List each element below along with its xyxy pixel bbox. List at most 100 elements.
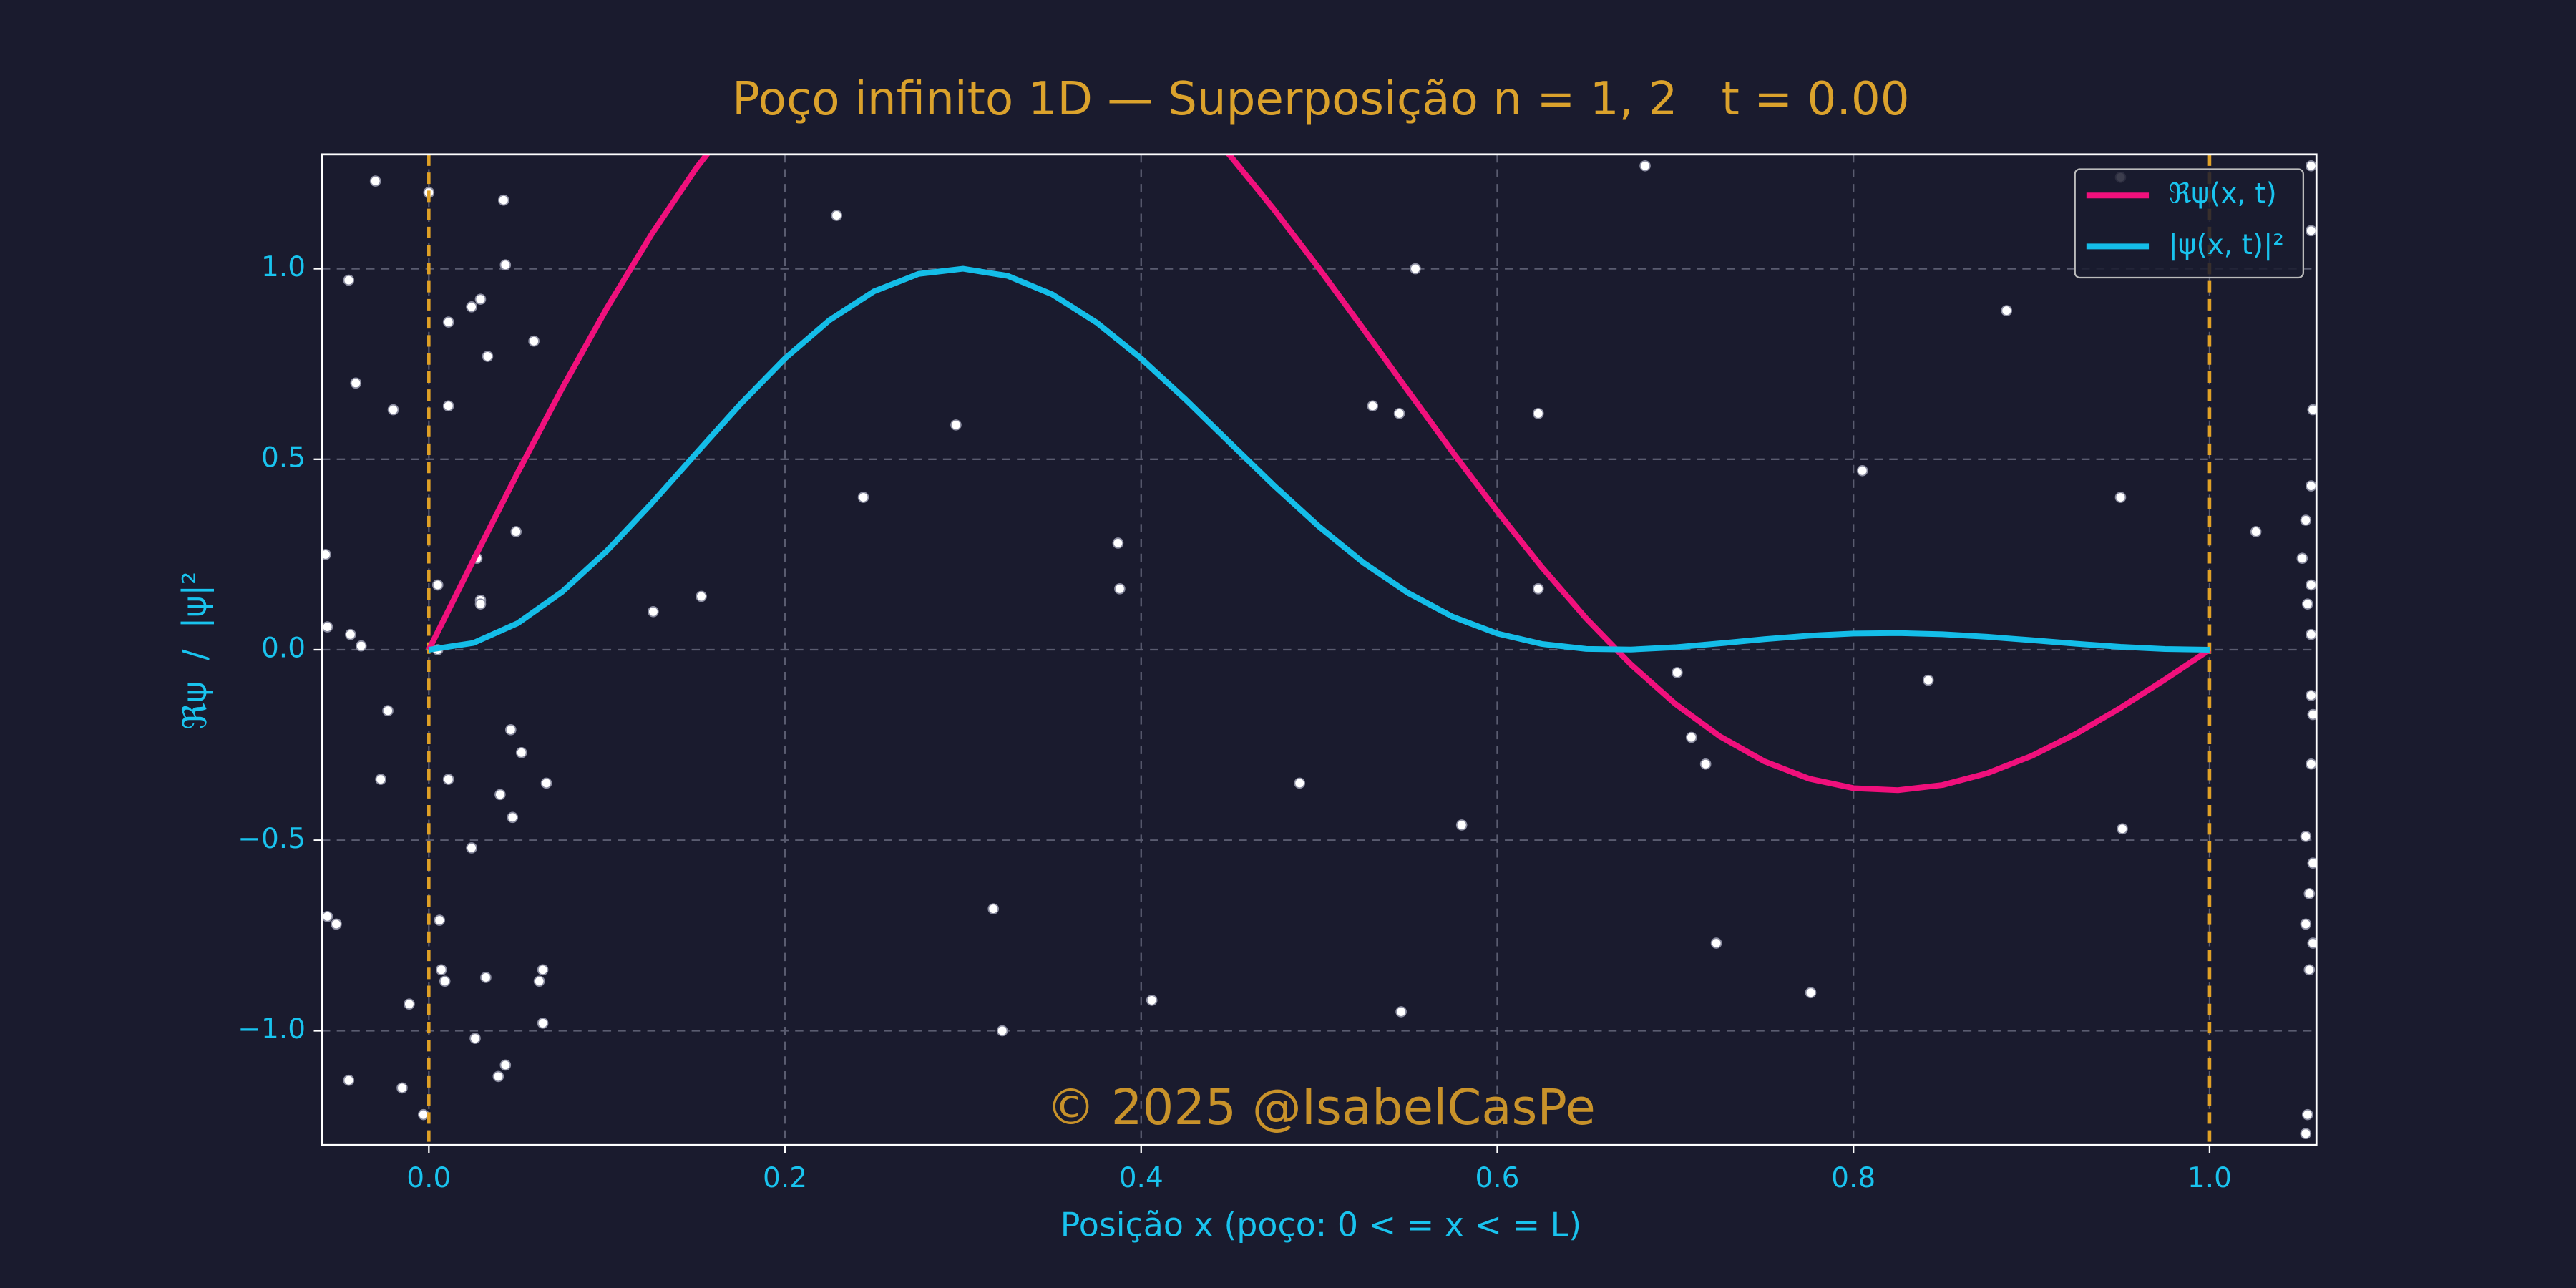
- particle: [322, 621, 333, 633]
- overlay: 0.0 0.2 0.4 0.6 0.8 1.0 −1.0 −0.5 0.0 0.5 1.0 © 202…: [238, 168, 2305, 1194]
- y-tick-label: 0.5: [261, 441, 306, 474]
- particle: [431, 579, 444, 591]
- particle: [504, 724, 517, 736]
- particle: [418, 1108, 429, 1121]
- x-tick-label: 1.0: [2187, 1162, 2232, 1194]
- particle: [435, 964, 447, 976]
- particle: [2303, 888, 2316, 899]
- x-tick-label: 0.0: [406, 1162, 451, 1194]
- particle: [375, 774, 386, 785]
- chart-title: Poço infinito 1D — Superposição n = 1, 2…: [732, 72, 1910, 126]
- legend-label: ℜψ(x, t): [2169, 178, 2277, 210]
- particle: [1410, 263, 1421, 275]
- particle: [2305, 225, 2317, 237]
- x-axis-label: Posição x (poço: 0 < = x < = L): [1060, 1206, 1581, 1244]
- particle: [1856, 464, 1868, 477]
- particle: [482, 351, 494, 362]
- particle: [507, 811, 519, 824]
- particle: [498, 194, 509, 206]
- particle: [831, 210, 843, 221]
- particle: [345, 628, 356, 640]
- particle: [2307, 708, 2317, 721]
- particle: [2305, 480, 2317, 492]
- particle: [442, 774, 454, 785]
- particle: [1685, 731, 1697, 743]
- plot-content: [322, 154, 2317, 1146]
- particle: [499, 1059, 512, 1071]
- y-tick-label: 1.0: [261, 251, 306, 283]
- particle: [2305, 628, 2317, 640]
- particle: [2001, 305, 2013, 316]
- particle: [1532, 583, 1544, 595]
- particle: [1922, 674, 1934, 686]
- particle: [1146, 995, 1158, 1006]
- particle: [1710, 937, 1722, 949]
- particle: [474, 293, 487, 305]
- particle: [2303, 964, 2316, 976]
- particle: [2296, 552, 2308, 565]
- particle: [404, 998, 415, 1010]
- particle: [2301, 1108, 2313, 1121]
- particle: [499, 259, 512, 271]
- particle: [1805, 987, 1817, 999]
- particle: [355, 640, 367, 652]
- watermark: © 2025 @IsabelCasPe: [1046, 1079, 1596, 1136]
- particle: [343, 1074, 355, 1086]
- legend-label: |ψ(x, t)|²: [2169, 229, 2284, 261]
- particle: [387, 404, 399, 416]
- particle: [2305, 160, 2317, 172]
- particle: [2117, 823, 2128, 835]
- particle: [537, 964, 549, 976]
- y-axis-label: ℜψ / |ψ|²: [175, 572, 215, 730]
- particle: [396, 1082, 408, 1094]
- particle: [950, 419, 962, 431]
- x-tick-label: 0.6: [1475, 1162, 1519, 1194]
- particle: [2250, 526, 2262, 537]
- particle: [1112, 537, 1124, 549]
- particle: [2307, 937, 2317, 949]
- particle: [2305, 758, 2317, 770]
- particle: [343, 274, 355, 286]
- particle: [2300, 514, 2312, 526]
- particle: [469, 1033, 481, 1044]
- x-tick-label: 0.4: [1119, 1162, 1163, 1194]
- particle: [2305, 690, 2317, 701]
- particle: [1672, 667, 1683, 678]
- particle: [987, 903, 1000, 914]
- y-tick-label: −1.0: [238, 1013, 306, 1045]
- particle: [2300, 831, 2312, 842]
- particle: [474, 598, 487, 610]
- x-tick-label: 0.2: [763, 1162, 807, 1194]
- particle: [369, 175, 381, 187]
- particle: [857, 492, 869, 503]
- particle: [494, 789, 506, 801]
- particle: [510, 526, 522, 537]
- particle: [1699, 758, 1712, 770]
- series-line: [428, 265, 2210, 653]
- particle: [2300, 918, 2312, 930]
- particle: [1395, 1006, 1407, 1018]
- x-tick-label: 0.8: [1831, 1162, 1875, 1194]
- particle: [331, 918, 342, 930]
- particle: [2307, 857, 2317, 869]
- particle: [480, 972, 492, 983]
- particle: [2300, 1128, 2312, 1140]
- y-tick-label: 0.0: [261, 633, 306, 665]
- particle: [533, 975, 545, 987]
- plot-area: [322, 154, 2317, 1146]
- particle: [439, 975, 451, 987]
- particle: [442, 400, 454, 412]
- particle: [648, 605, 659, 618]
- particle: [2305, 579, 2317, 591]
- particle: [1639, 160, 1651, 172]
- particle: [382, 705, 394, 717]
- particle: [540, 777, 552, 789]
- particle: [1455, 819, 1468, 831]
- y-tick-label: −0.5: [238, 823, 306, 855]
- plot-frame: [321, 153, 2318, 1146]
- particle: [350, 377, 362, 389]
- particle: [466, 842, 477, 854]
- particle: [1294, 777, 1306, 789]
